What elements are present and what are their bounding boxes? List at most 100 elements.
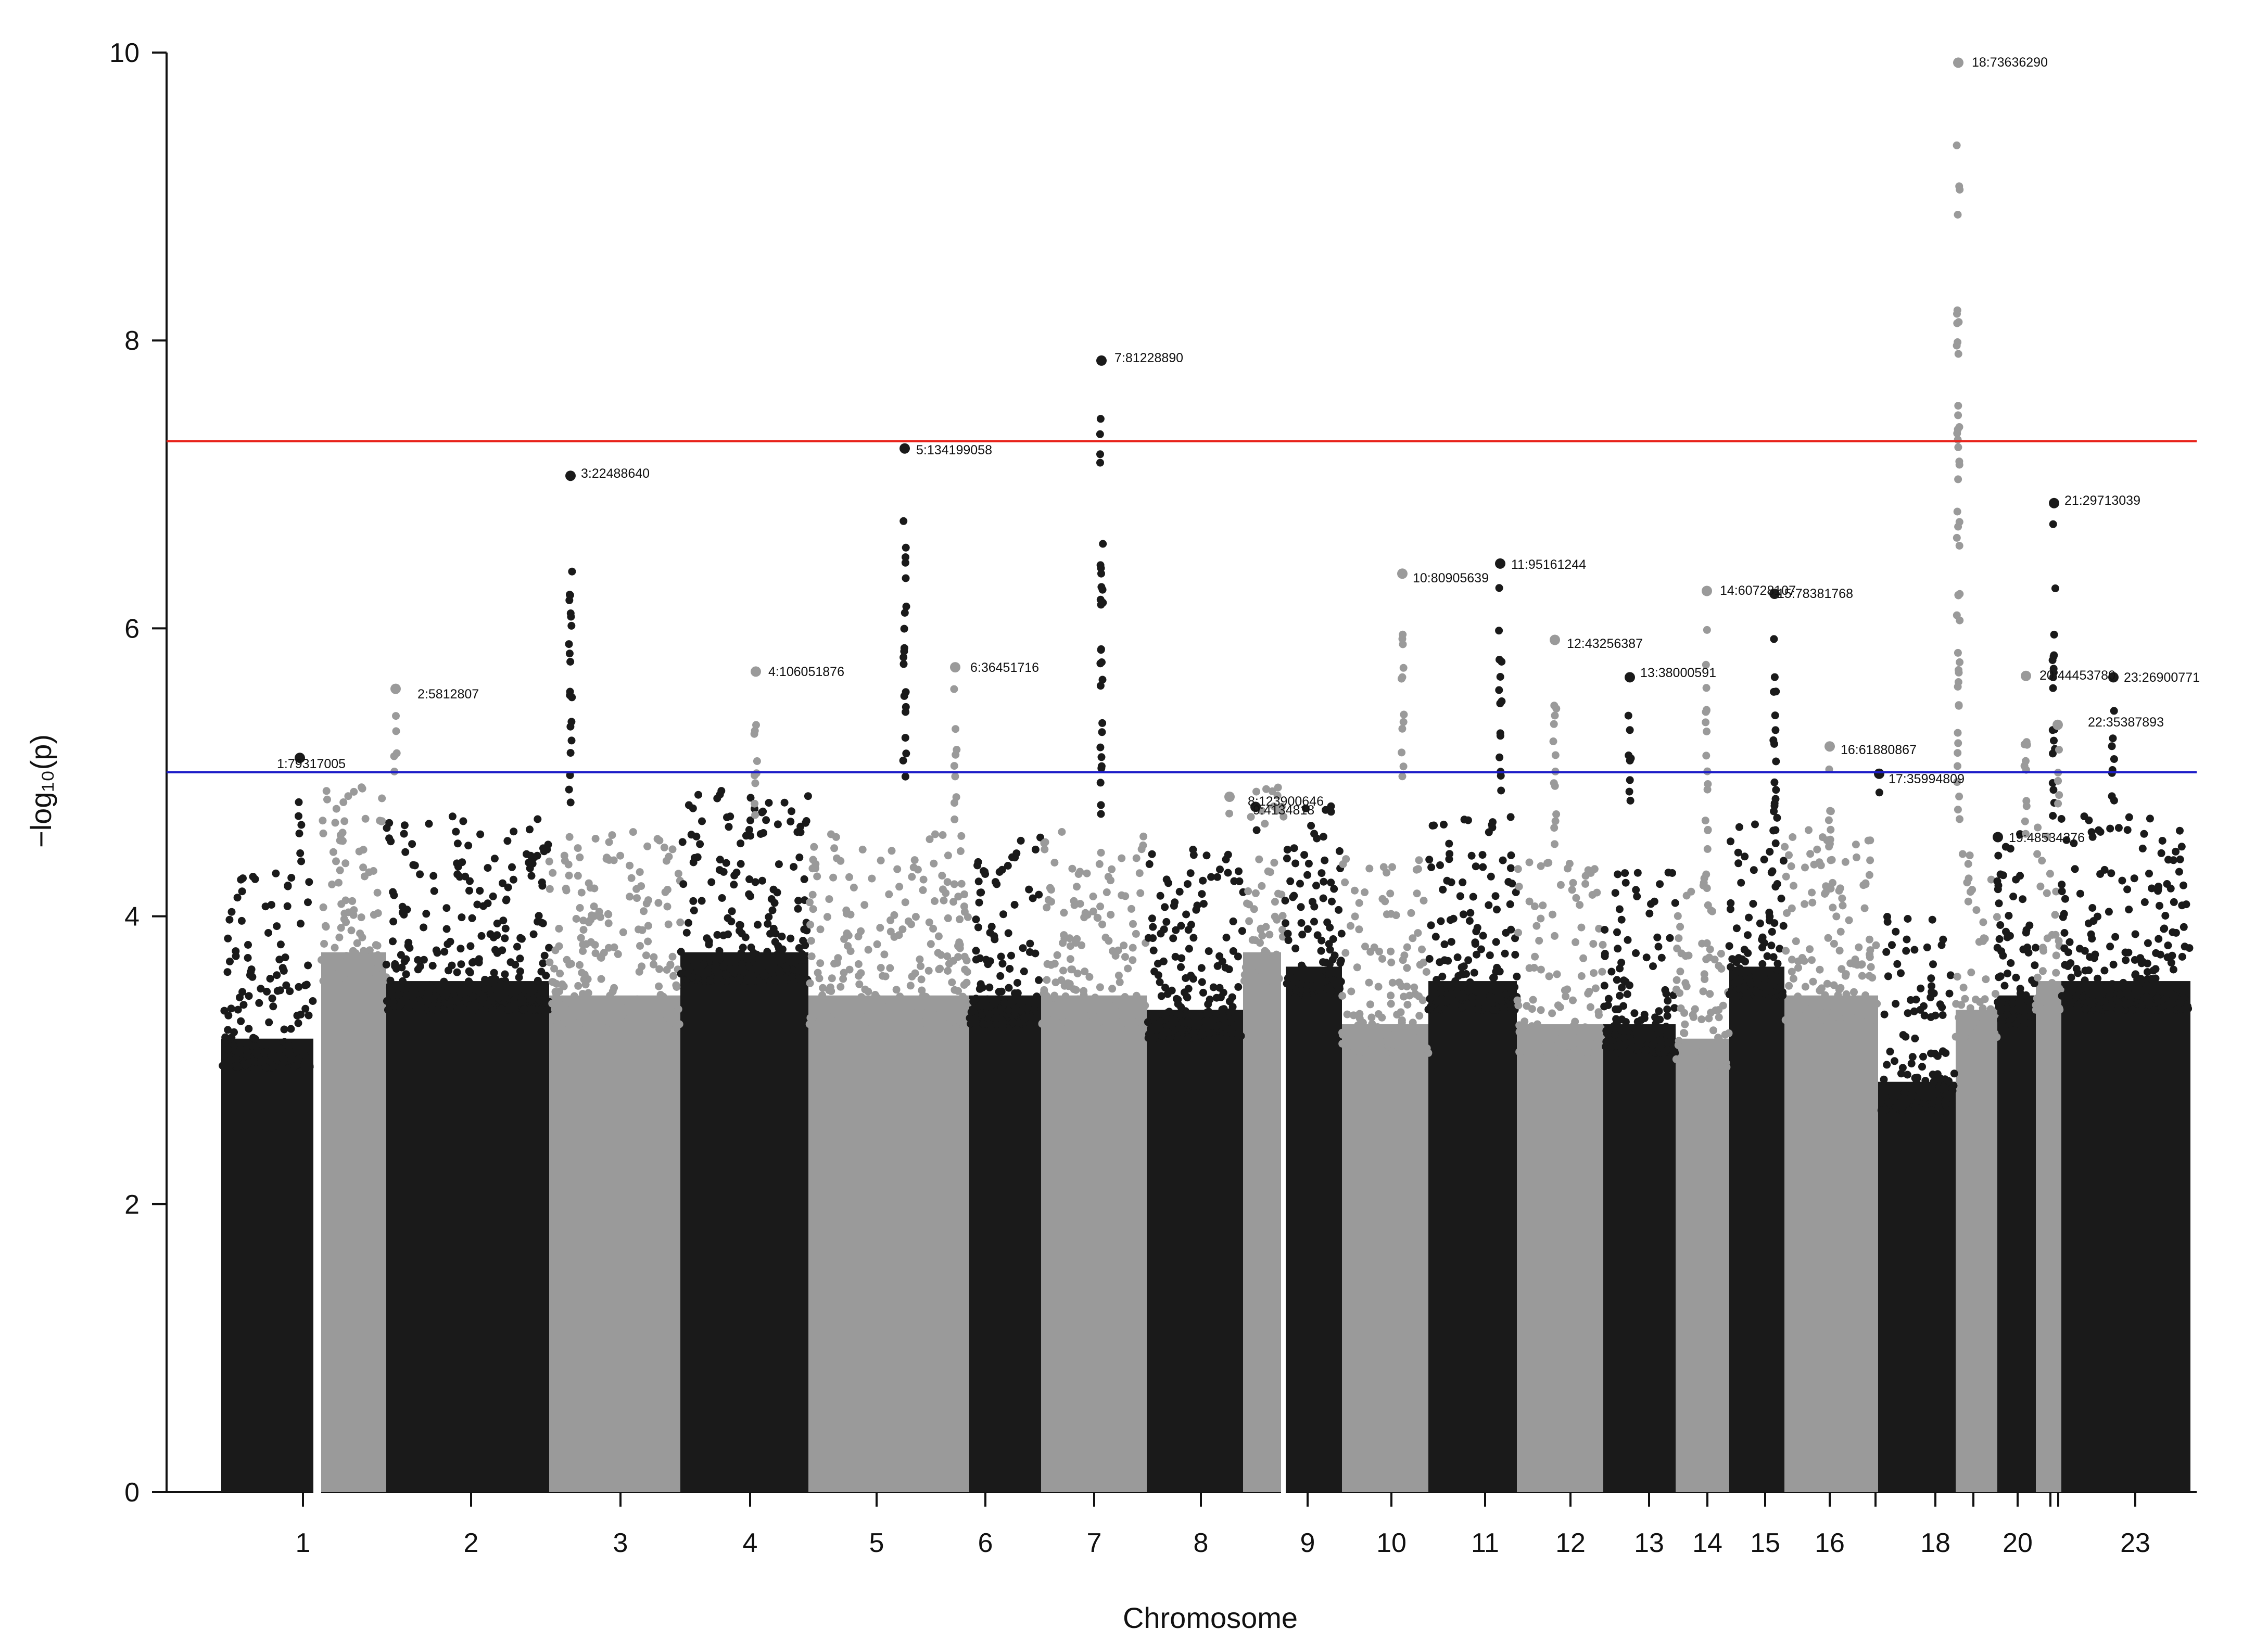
snp-point [1098,920,1106,928]
snp-point [1330,885,1338,893]
snp-point [1506,864,1515,872]
snp-point [636,868,644,876]
snp-point [1353,963,1361,972]
snp-point [1387,958,1396,966]
snp-point [998,960,1007,968]
snp-point [1221,1022,1229,1030]
snp-point [1403,1001,1412,1009]
snp-point [1437,995,1446,1003]
snp-point [1574,1047,1582,1055]
snp-point [1930,1078,1938,1086]
snp-point [1967,969,1975,976]
snp-point [1914,1104,1922,1113]
snp-point [383,824,391,832]
snp-point [392,749,401,757]
snp-point [939,831,947,839]
snp-point [1400,992,1408,1001]
snp-point [1703,728,1711,735]
snp-point [2043,832,2051,840]
snp-point [1103,1020,1111,1028]
threshold-lines [167,440,2197,773]
snp-point [1954,350,1962,358]
snp-point [1880,1075,1888,1084]
snp-point [1910,1007,1918,1015]
chromosome-22-band [2036,981,2061,1492]
snp-point [1273,805,1282,813]
snp-point [1392,911,1400,920]
snp-point [1773,960,1782,968]
snp-point [732,869,741,876]
snp-point [1865,972,1873,980]
snp-point [1126,1015,1135,1023]
snp-point [1827,825,1835,834]
top-snp-point [1993,832,2003,843]
snp-point [1149,946,1158,954]
snp-point [736,927,744,935]
snp-point [1590,865,1599,873]
snp-point [1284,929,1292,938]
snp-point [788,973,796,981]
snp-point [692,832,701,840]
snp-point [1322,959,1330,967]
snp-point [1387,991,1395,1000]
snp-point [1479,932,1487,940]
snp-point [566,591,574,599]
snp-point [1725,942,1733,950]
snp-point [280,966,288,975]
snp-point [1210,1015,1218,1024]
snp-point [1506,900,1514,908]
snp-point [1089,893,1097,900]
snp-point [230,1028,238,1036]
snp-point [1304,859,1313,868]
snp-point [1327,878,1335,887]
snp-point [1497,786,1505,795]
snp-point [1891,1057,1898,1065]
snp-point [1776,983,1784,991]
snp-point [985,983,994,991]
snp-point [652,1020,660,1028]
snp-point [297,821,306,829]
snp-point [566,798,575,807]
snp-point [1649,962,1657,971]
snp-point [1030,1005,1038,1013]
snp-point [1539,1034,1547,1042]
snp-point [1822,1016,1830,1024]
snp-point [1230,877,1238,885]
snp-point [548,999,556,1008]
top-snp-point [1874,768,1884,779]
snp-point [1486,951,1494,960]
snp-point [1535,937,1543,945]
snp-point [1134,1017,1142,1026]
snp-point [949,898,957,906]
snp-point [1961,995,1969,1003]
snp-point [1702,706,1710,714]
snp-point [2052,887,2060,896]
snp-point [1907,996,1915,1004]
snp-point [2168,990,2176,998]
snp-point [663,1007,671,1015]
snp-point [809,905,817,913]
snp-point [295,983,303,991]
snp-label: 11:95161244 [1511,557,1586,572]
snp-point [2049,786,2058,794]
snp-point [1835,947,1844,955]
snp-point [1036,833,1044,842]
snp-point [1365,978,1373,987]
snp-point [814,969,822,977]
snp-point [1447,938,1455,946]
snp-point [1267,977,1275,985]
snp-point [2022,802,2031,810]
snp-point [1825,843,1833,851]
snp-point [2030,979,2038,987]
snp-point [1496,967,1504,976]
snp-point [1266,958,1274,966]
snp-point [2145,1001,2153,1009]
snp-point [1031,949,1040,958]
snp-point [1445,855,1453,863]
snp-point [1852,840,1860,849]
chromosome-12-band [1342,1024,1428,1492]
snp-point [590,912,599,920]
snp-point [661,888,669,896]
snp-point [1903,1071,1911,1079]
snp-point [1773,813,1781,822]
